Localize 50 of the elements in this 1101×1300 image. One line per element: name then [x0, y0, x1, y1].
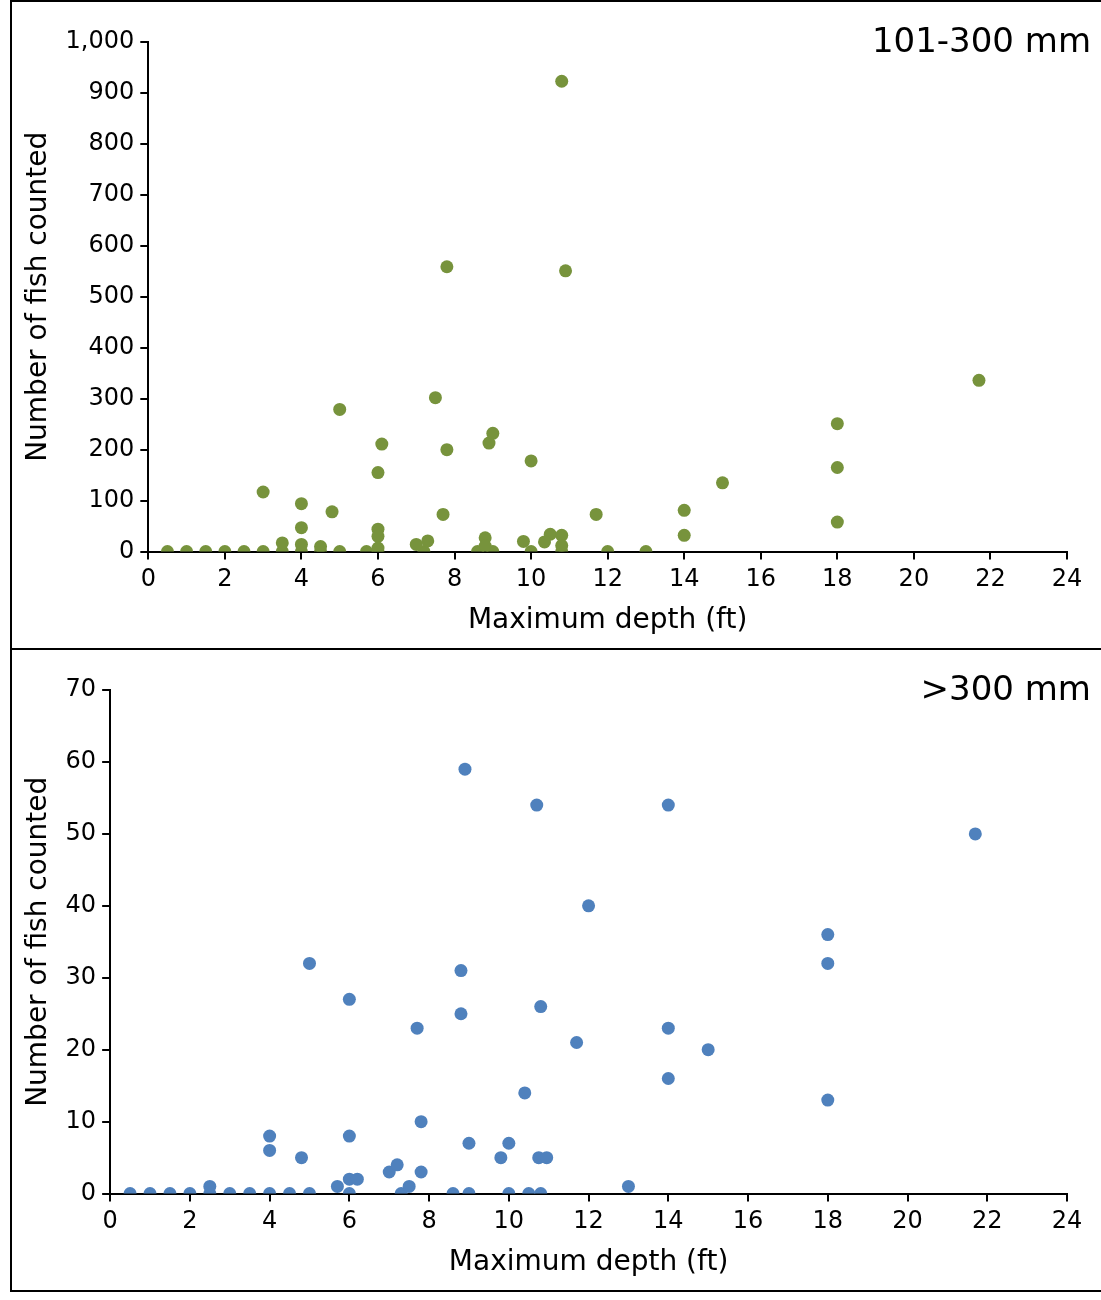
- y-tick-label: 700: [88, 179, 135, 208]
- x-tick-label: 0: [140, 564, 156, 593]
- y-tick-label: 10: [65, 1105, 97, 1134]
- x-tick-label: 12: [573, 1206, 604, 1235]
- x-tick-label: 4: [261, 1206, 278, 1235]
- x-tick-label: 22: [971, 1206, 1003, 1235]
- x-tick-label: 2: [217, 564, 233, 593]
- x-tick-label: 16: [745, 564, 777, 593]
- y-tick-label: 40: [65, 890, 97, 919]
- x-tick-label: 22: [975, 564, 1006, 593]
- x-tick-label: 18: [822, 564, 853, 593]
- y-tick-label: 50: [65, 818, 97, 847]
- y-tick-label: 100: [88, 484, 135, 513]
- y-axis-title: Number of fish counted: [20, 131, 54, 462]
- x-tick-label: 14: [668, 564, 700, 593]
- x-tick-label: 2: [182, 1206, 198, 1235]
- y-tick-label: 70: [65, 674, 97, 703]
- y-tick-label: 200: [88, 433, 135, 462]
- x-tick-label: 10: [493, 1206, 525, 1235]
- chart-title: 101-300 mm: [871, 20, 1091, 60]
- x-axis-title: Maximum depth (ft): [448, 1244, 729, 1278]
- y-tick-label: 20: [65, 1033, 97, 1062]
- chart-title: >300 mm: [920, 668, 1091, 708]
- y-axis-title: Number of fish counted: [20, 776, 54, 1107]
- x-tick-label: 18: [812, 1206, 844, 1235]
- x-tick-label: 24: [1051, 1206, 1083, 1235]
- y-tick-label: 500: [88, 281, 135, 310]
- x-tick-label: 6: [341, 1206, 357, 1235]
- x-tick-label: 8: [446, 564, 463, 593]
- x-tick-label: 12: [592, 564, 623, 593]
- x-tick-label: 6: [370, 564, 386, 593]
- x-tick-label: 16: [732, 1206, 764, 1235]
- y-tick-label: 800: [88, 128, 135, 157]
- y-tick-label: 0: [119, 535, 135, 564]
- x-tick-label: 4: [293, 564, 310, 593]
- x-tick-label: 20: [898, 564, 930, 593]
- x-tick-label: 14: [653, 1206, 684, 1235]
- x-tick-label: 10: [515, 564, 547, 593]
- y-tick-label: 300: [88, 382, 135, 411]
- x-tick-label: 8: [421, 1206, 437, 1235]
- y-tick-label: 600: [88, 230, 135, 259]
- y-tick-label: 1,000: [65, 26, 135, 55]
- x-tick-label: 20: [892, 1206, 923, 1235]
- x-tick-label: 24: [1051, 564, 1083, 593]
- y-tick-label: 30: [65, 962, 97, 991]
- y-tick-label: 900: [88, 77, 135, 106]
- y-tick-label: 60: [65, 746, 97, 775]
- y-tick-label: 0: [80, 1177, 97, 1206]
- y-tick-label: 400: [88, 331, 135, 360]
- x-axis-title: Maximum depth (ft): [467, 602, 748, 636]
